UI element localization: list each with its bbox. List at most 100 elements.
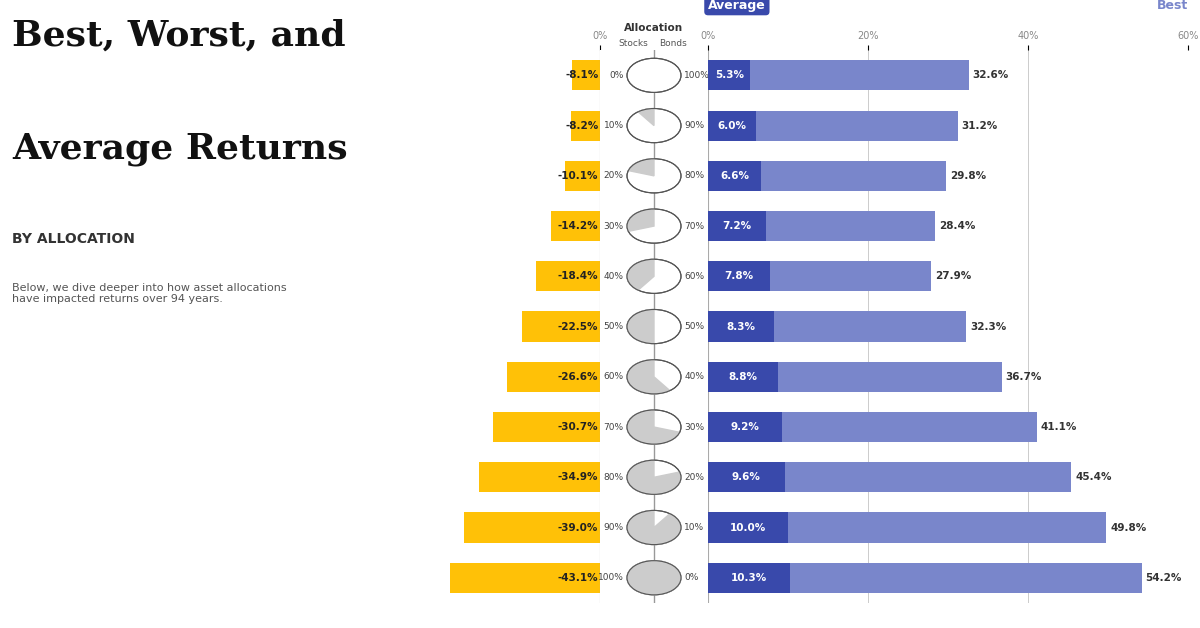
Text: 49.8%: 49.8%: [1110, 522, 1147, 533]
Polygon shape: [628, 360, 670, 394]
Text: 80%: 80%: [684, 171, 704, 180]
Text: 6.0%: 6.0%: [718, 121, 746, 131]
Text: 10%: 10%: [604, 121, 624, 130]
Ellipse shape: [628, 410, 682, 444]
Bar: [708, 412, 1037, 442]
Text: 32.3%: 32.3%: [971, 322, 1007, 332]
Bar: [708, 60, 968, 90]
Text: 90%: 90%: [684, 121, 704, 130]
Text: 10.0%: 10.0%: [730, 522, 766, 533]
Bar: [708, 111, 756, 141]
Text: Allocation: Allocation: [624, 23, 684, 33]
Bar: [708, 161, 947, 191]
Bar: [708, 462, 785, 492]
Polygon shape: [628, 259, 654, 290]
Bar: [708, 211, 766, 241]
Ellipse shape: [628, 159, 682, 193]
Text: 60%: 60%: [684, 272, 704, 281]
Text: 0%: 0%: [684, 573, 698, 582]
Bar: [708, 111, 958, 141]
Text: 29.8%: 29.8%: [950, 171, 986, 181]
Bar: [708, 261, 931, 291]
Bar: [572, 60, 600, 90]
Text: 30%: 30%: [684, 423, 704, 431]
Text: 50%: 50%: [604, 322, 624, 331]
Bar: [450, 563, 600, 593]
Text: Best, Worst, and: Best, Worst, and: [12, 19, 346, 53]
Ellipse shape: [628, 209, 682, 243]
Ellipse shape: [628, 511, 682, 544]
Ellipse shape: [628, 360, 682, 394]
Bar: [464, 512, 600, 543]
Bar: [551, 211, 600, 241]
Text: -43.1%: -43.1%: [558, 573, 599, 583]
Bar: [571, 111, 600, 141]
Text: 70%: 70%: [604, 423, 624, 431]
Bar: [508, 362, 600, 392]
Bar: [708, 462, 1072, 492]
Text: Average Returns: Average Returns: [12, 132, 348, 166]
Bar: [536, 261, 600, 291]
Text: 7.2%: 7.2%: [722, 221, 751, 231]
Bar: [708, 412, 781, 442]
Text: 70%: 70%: [684, 222, 704, 230]
Bar: [708, 512, 1106, 543]
Text: 0%: 0%: [610, 71, 624, 80]
Text: 90%: 90%: [604, 523, 624, 532]
Text: 10.3%: 10.3%: [731, 573, 767, 583]
Text: Best: Best: [1157, 0, 1188, 11]
Text: 40%: 40%: [604, 272, 624, 281]
Text: Average: Average: [708, 0, 766, 11]
Text: 80%: 80%: [604, 473, 624, 482]
Bar: [708, 261, 770, 291]
Text: -39.0%: -39.0%: [558, 522, 599, 533]
Polygon shape: [628, 511, 680, 544]
Text: 5.3%: 5.3%: [715, 70, 744, 80]
Text: -14.2%: -14.2%: [558, 221, 599, 231]
Polygon shape: [628, 561, 680, 595]
Text: 31.2%: 31.2%: [961, 121, 998, 131]
Bar: [565, 161, 600, 191]
Polygon shape: [628, 410, 679, 444]
Text: 100%: 100%: [598, 573, 624, 582]
Text: 8.3%: 8.3%: [727, 322, 756, 332]
Bar: [708, 60, 750, 90]
Text: 9.6%: 9.6%: [732, 472, 761, 482]
Bar: [708, 161, 761, 191]
Text: -8.1%: -8.1%: [565, 70, 599, 80]
Text: Below, we dive deeper into how asset allocations
have impacted returns over 94 y: Below, we dive deeper into how asset all…: [12, 283, 287, 304]
Ellipse shape: [628, 561, 682, 595]
Bar: [479, 462, 600, 492]
Bar: [708, 362, 1002, 392]
Text: -8.2%: -8.2%: [565, 121, 599, 131]
Text: 10%: 10%: [684, 523, 704, 532]
Ellipse shape: [628, 310, 682, 344]
Text: 30%: 30%: [604, 222, 624, 230]
Text: -10.1%: -10.1%: [558, 171, 599, 181]
Text: 54.2%: 54.2%: [1146, 573, 1182, 583]
Text: 6.6%: 6.6%: [720, 171, 749, 181]
Bar: [708, 563, 1141, 593]
Bar: [708, 311, 966, 342]
Polygon shape: [628, 209, 654, 231]
Ellipse shape: [628, 58, 682, 92]
Polygon shape: [638, 109, 654, 126]
Text: 40%: 40%: [684, 372, 704, 381]
Text: Stocks: Stocks: [619, 39, 649, 48]
Text: 32.6%: 32.6%: [973, 70, 1009, 80]
Text: 7.8%: 7.8%: [725, 271, 754, 281]
Text: 9.2%: 9.2%: [731, 422, 760, 432]
Bar: [522, 311, 600, 342]
Text: -18.4%: -18.4%: [558, 271, 599, 281]
Text: 60%: 60%: [604, 372, 624, 381]
Text: -34.9%: -34.9%: [558, 472, 599, 482]
Ellipse shape: [628, 259, 682, 293]
Text: 50%: 50%: [684, 322, 704, 331]
Polygon shape: [628, 460, 680, 494]
Text: 28.4%: 28.4%: [940, 221, 976, 231]
Text: 36.7%: 36.7%: [1006, 372, 1042, 382]
Text: 20%: 20%: [604, 171, 624, 180]
Text: 20%: 20%: [684, 473, 704, 482]
Text: 45.4%: 45.4%: [1075, 472, 1111, 482]
Text: 27.9%: 27.9%: [935, 271, 972, 281]
